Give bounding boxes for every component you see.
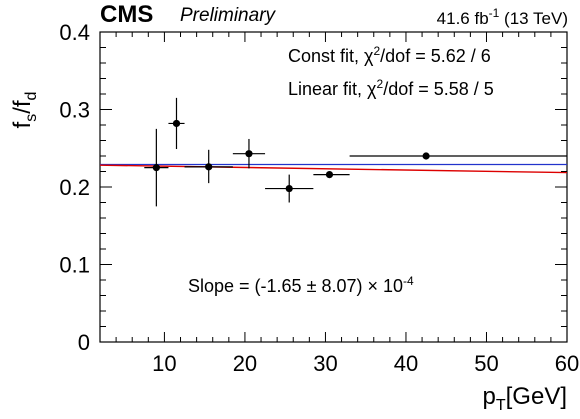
y-tick-label: 0 [78,330,90,355]
lumi-unit-exponent: -1 [489,6,500,20]
linear-fit-annotation: Linear fit, χ2/dof = 5.58 / 5 [288,77,494,99]
data-point [313,171,350,179]
x-axis-title: pT[GeV] [483,383,568,414]
y-title-slash: /f [9,100,36,114]
y-tick-label: 0.1 [59,253,90,278]
data-point [232,138,266,169]
data-marker [205,163,213,171]
const-fit-prefix: Const fit, χ [288,46,374,66]
data-marker [152,164,160,172]
data-point [265,174,314,203]
linear-fit-suffix: /dof = 5.58 / 5 [383,79,494,99]
y-title-base: f [9,121,36,128]
fit-lines [99,163,568,174]
linear-fit-line [99,164,568,174]
data-marker [245,150,253,158]
x-title-base: p [483,383,496,410]
y-tick-label: 0.2 [59,175,90,200]
data-point [144,128,169,207]
slope-annotation: Slope = (-1.65 ± 8.07) × 10-4 [188,274,414,296]
x-title-sub: T [496,397,506,414]
data-point [349,152,567,160]
y-title-sub1: s [23,114,40,122]
x-tick-label: 40 [394,351,418,376]
y-tick-label: 0.3 [59,98,90,123]
y-axis-title: fs/fd [9,92,40,129]
data-marker [285,184,293,193]
slope-prefix: Slope = (-1.65 ± 8.07) × 10 [188,276,403,296]
data-marker [325,171,334,179]
data-marker [172,119,181,128]
const-fit-chi2-exp: 2 [373,44,380,58]
luminosity-label: 41.6 fb-1 (13 TeV) [437,6,568,28]
x-title-unit: [GeV] [506,383,567,410]
preliminary-label: Preliminary [180,5,277,26]
x-tick-label: 10 [152,351,176,376]
lumi-value: 41.6 fb [437,9,489,28]
data-point [184,149,233,184]
x-tick-label: 50 [474,351,498,376]
linear-fit-chi2-exp: 2 [377,77,384,91]
slope-exp: -4 [403,274,414,288]
cms-label: CMS [100,1,153,28]
x-tick-label: 30 [313,351,337,376]
const-fit-suffix: /dof = 5.62 / 6 [380,46,491,66]
x-tick-label: 60 [555,351,579,376]
linear-fit-prefix: Linear fit, χ [288,79,377,99]
data-marker [422,152,430,160]
const-fit-annotation: Const fit, χ2/dof = 5.62 / 6 [288,44,491,66]
y-tick-label: 0.4 [59,20,90,45]
axis-ticks: 10 20 30 40 50 60 0 0.1 0.2 0.3 0.4 [59,20,579,376]
data-points [144,97,567,207]
energy-value: (13 TeV) [499,9,568,28]
y-title-sub2: d [23,92,40,101]
x-tick-label: 20 [233,351,257,376]
data-point [168,97,185,150]
